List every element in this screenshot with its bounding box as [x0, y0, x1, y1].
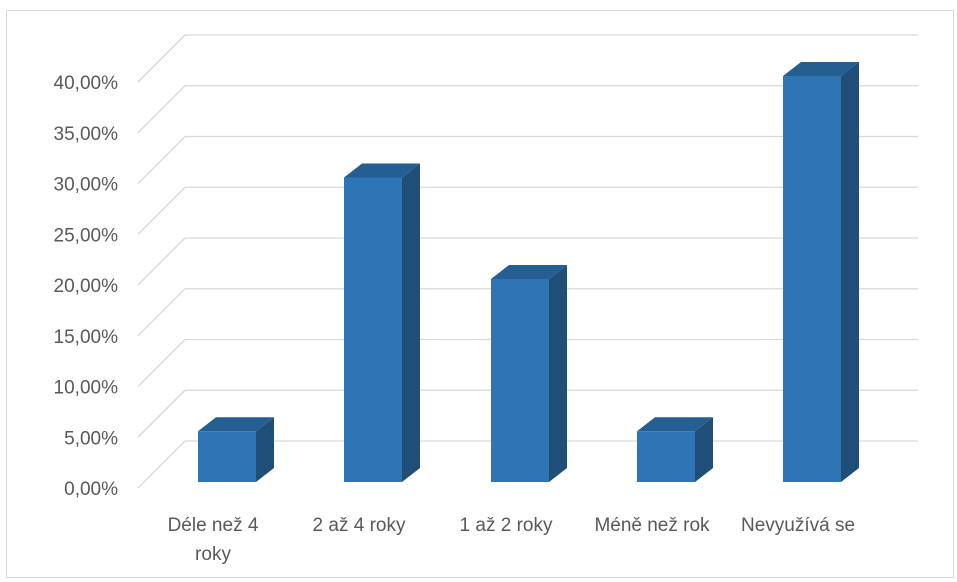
y-tick-label: 15,00%	[54, 327, 119, 348]
bar	[198, 417, 274, 482]
x-axis-category-labels: Déle než 4 roky 2 až 4 roky 1 až 2 roky Méně…	[168, 515, 855, 565]
y-tick-label: 25,00%	[54, 225, 119, 246]
bar-top	[344, 163, 420, 178]
y-axis-tick-labels: 0,00% 5,00% 10,00% 15,00% 20,00% 25,00% 30,00%…	[54, 73, 119, 500]
bar-side	[402, 163, 420, 482]
bar-side	[256, 417, 274, 482]
bar-front	[783, 76, 841, 482]
bar	[344, 163, 420, 482]
y-tick-label: 5,00%	[64, 428, 118, 449]
bar	[637, 417, 713, 482]
bar-front	[344, 177, 402, 482]
bar-top	[491, 265, 567, 279]
bars	[198, 62, 859, 482]
bar-front	[637, 431, 695, 482]
gridline-depth	[137, 389, 186, 438]
y-tick-label: 35,00%	[54, 124, 119, 145]
x-category-label: Méně než rok	[594, 515, 710, 536]
y-tick-label: 30,00%	[54, 175, 119, 196]
y-tick-label: 40,00%	[54, 73, 119, 94]
y-tick-label: 20,00%	[54, 276, 119, 297]
x-category-label: roky	[195, 544, 231, 565]
gridline-depth	[137, 85, 186, 134]
gridline-depth	[137, 34, 186, 83]
y-tick-label: 10,00%	[54, 378, 119, 399]
bar-top	[783, 62, 859, 76]
bar-side	[841, 62, 859, 482]
gridline-depth	[137, 288, 186, 337]
bar-front	[198, 431, 256, 482]
gridline-depth	[137, 186, 186, 235]
gridline-depth	[137, 339, 186, 387]
x-category-label: Nevyužívá se	[741, 515, 855, 536]
gridline-depth	[137, 440, 186, 489]
bar	[783, 62, 859, 482]
x-category-label: 1 až 2 roky	[460, 515, 553, 536]
x-category-label: Déle než 4	[168, 515, 259, 536]
bar-front	[491, 279, 549, 482]
bar-top	[198, 417, 274, 432]
x-category-label: 2 až 4 roky	[313, 515, 406, 536]
gridline-depth	[137, 237, 186, 286]
bar-side	[549, 265, 567, 482]
bar-top	[637, 417, 713, 432]
bar	[491, 265, 567, 482]
bar-side	[695, 417, 713, 482]
y-tick-label: 0,00%	[64, 479, 118, 500]
gridline-depth	[137, 136, 186, 184]
